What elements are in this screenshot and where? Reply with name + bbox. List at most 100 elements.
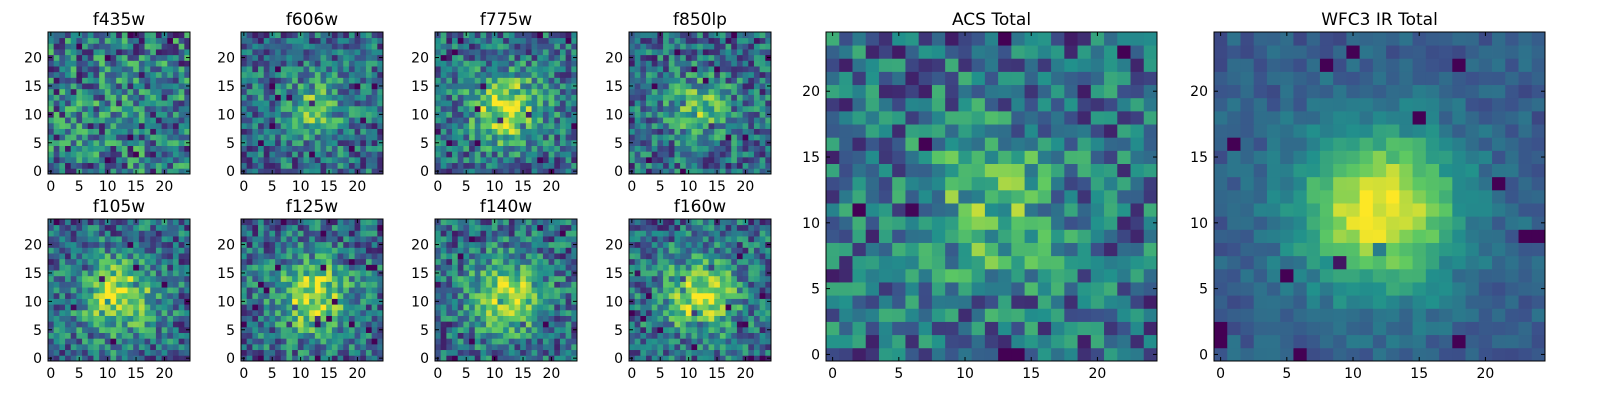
heatmap-cell	[629, 71, 636, 78]
heatmap-cell	[263, 145, 270, 152]
heatmap-cell	[127, 71, 134, 78]
heatmap-cell	[155, 355, 162, 362]
heatmap-cell	[663, 156, 670, 164]
heatmap-cell	[491, 88, 498, 95]
heatmap-cell	[508, 349, 515, 356]
heatmap-cell	[663, 304, 670, 311]
heatmap-cell	[497, 37, 504, 44]
heatmap-cell	[486, 162, 493, 169]
heatmap-cell	[314, 287, 321, 294]
heatmap-cell	[680, 304, 687, 311]
heatmap-cell	[440, 71, 447, 78]
heatmap-cell	[326, 156, 333, 164]
heatmap-cell	[348, 292, 355, 299]
heatmap-cell	[525, 37, 532, 44]
heatmap-cell	[663, 270, 670, 277]
heatmap-cell	[753, 105, 761, 112]
heatmap-cell	[70, 275, 77, 282]
heatmap-cell	[646, 49, 653, 56]
heatmap-cell	[514, 77, 521, 84]
heatmap-cell	[474, 281, 481, 288]
heatmap-cell	[486, 100, 493, 107]
heatmap-cell	[446, 253, 453, 260]
heatmap-cell	[371, 338, 378, 345]
heatmap-cell	[480, 287, 487, 294]
heatmap-cell	[691, 66, 698, 73]
heatmap-cell	[314, 134, 321, 141]
heatmap-cell	[297, 281, 304, 288]
heatmap-cell	[548, 117, 555, 124]
heatmap-cell	[241, 37, 248, 44]
heatmap-cell	[486, 105, 493, 112]
heatmap-cell	[571, 338, 578, 345]
heatmap-cell	[269, 270, 276, 277]
heatmap-cell	[565, 247, 572, 254]
heatmap-cell	[337, 258, 344, 265]
heatmap-cell	[326, 315, 333, 322]
heatmap-cell	[537, 321, 544, 328]
heatmap-cell	[503, 88, 510, 95]
heatmap-cell	[354, 117, 361, 124]
heatmap-cell	[258, 111, 265, 118]
heatmap-cell	[348, 253, 355, 260]
heatmap-cell	[297, 71, 304, 78]
heatmap-cell	[440, 145, 447, 152]
heatmap-cell	[508, 292, 515, 299]
heatmap-cell	[371, 287, 378, 294]
heatmap-cell	[629, 60, 636, 67]
heatmap-cell	[121, 309, 128, 316]
heatmap-cell	[702, 287, 709, 294]
heatmap-cell	[269, 309, 276, 316]
heatmap-cell	[93, 264, 100, 271]
heatmap-cell	[548, 298, 555, 305]
heatmap-cell	[525, 43, 532, 50]
heatmap-cell	[303, 292, 310, 299]
heatmap-cell	[731, 43, 738, 50]
heatmap-cell	[303, 83, 310, 90]
heatmap-cell	[292, 94, 299, 101]
heatmap-cell	[258, 258, 265, 265]
heatmap-cell	[133, 247, 140, 254]
heatmap-cell	[121, 60, 128, 67]
heatmap-cell	[365, 128, 373, 135]
heatmap-cell	[280, 32, 287, 39]
heatmap-cell	[172, 309, 180, 316]
heatmap-cell	[280, 117, 287, 124]
heatmap-cell	[286, 156, 293, 164]
heatmap-cell	[463, 281, 470, 288]
heatmap-cell	[110, 111, 117, 118]
heatmap-cell	[331, 332, 338, 339]
heatmap-cell	[121, 94, 128, 101]
heatmap-cell	[753, 332, 761, 339]
heatmap-cell	[503, 156, 510, 164]
heatmap-cell	[258, 253, 265, 260]
heatmap-cell	[241, 145, 248, 152]
heatmap-cell	[469, 128, 476, 135]
heatmap-cell	[246, 219, 253, 226]
heatmap-cell	[133, 253, 140, 260]
heatmap-cell	[303, 326, 310, 333]
heatmap-cell	[138, 309, 145, 316]
heatmap-cell	[503, 122, 510, 129]
heatmap-cell	[309, 162, 316, 169]
heatmap-cell	[714, 151, 721, 158]
heatmap-cell	[474, 236, 481, 243]
heatmap-cell	[99, 100, 106, 107]
heatmap-cell	[497, 145, 504, 152]
heatmap-cell	[640, 77, 647, 84]
heatmap-cell	[87, 43, 94, 50]
heatmap-cell	[121, 298, 128, 305]
heatmap-cell	[241, 309, 248, 316]
heatmap-cell	[520, 117, 527, 124]
heatmap-cell	[275, 304, 282, 311]
heatmap-cell	[343, 281, 350, 288]
x-tick-label: 15	[320, 179, 338, 195]
heatmap-cell	[663, 281, 670, 288]
heatmap-cell	[753, 292, 761, 299]
heatmap-cell	[48, 151, 55, 158]
heatmap-cell	[269, 253, 276, 260]
heatmap-cell	[469, 321, 476, 328]
heatmap-cell	[702, 54, 709, 61]
